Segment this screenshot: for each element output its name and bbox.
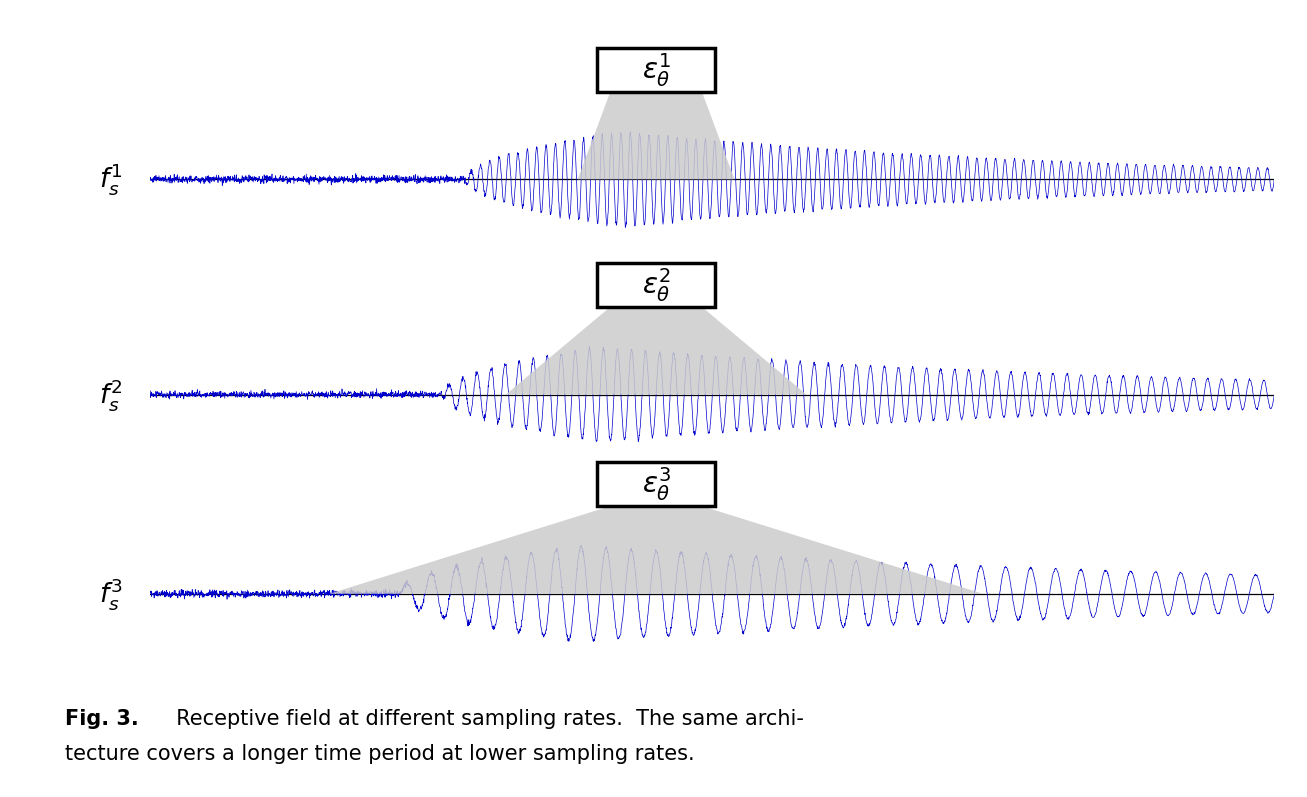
Text: $f_s^2$: $f_s^2$ [99,376,123,413]
Text: $\epsilon_\theta^2$: $\epsilon_\theta^2$ [642,266,670,304]
Text: Receptive field at different sampling rates.  The same archi-: Receptive field at different sampling ra… [163,709,804,729]
Text: $\epsilon_\theta^1$: $\epsilon_\theta^1$ [642,51,670,88]
Text: $f_s^1$: $f_s^1$ [99,161,123,198]
Text: tecture covers a longer time period at lower sampling rates.: tecture covers a longer time period at l… [65,744,695,764]
Text: Fig. 3.: Fig. 3. [65,709,139,729]
Text: $\epsilon_\theta^3$: $\epsilon_\theta^3$ [642,465,670,503]
Text: $f_s^3$: $f_s^3$ [99,575,123,612]
